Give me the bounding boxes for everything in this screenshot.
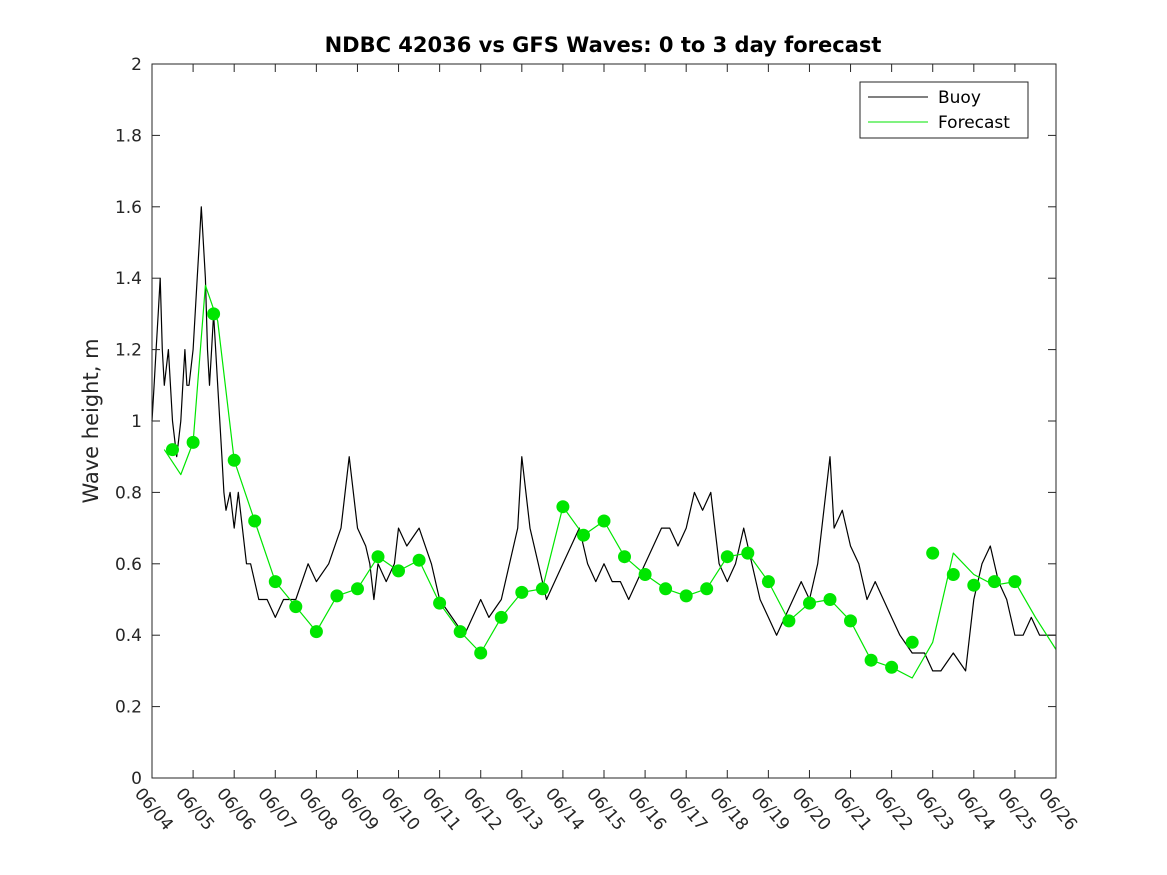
- y-tick-label: 1.8: [115, 126, 142, 146]
- forecast-marker: [1008, 575, 1022, 589]
- x-tick-label: 06/12: [459, 784, 506, 834]
- x-tick-label: 06/15: [582, 784, 629, 834]
- forecast-marker: [556, 500, 570, 514]
- y-tick-label: 0.4: [115, 626, 142, 646]
- forecast-marker: [433, 596, 447, 610]
- forecast-marker: [166, 443, 179, 457]
- y-tick-label: 0.2: [115, 698, 142, 718]
- forecast-marker: [679, 589, 693, 603]
- forecast-marker: [987, 575, 1001, 589]
- x-tick-label: 06/20: [788, 784, 835, 834]
- x-tick-label: 06/18: [705, 784, 752, 834]
- x-tick-label: 06/16: [623, 784, 670, 834]
- forecast-marker: [207, 307, 221, 321]
- forecast-marker: [864, 653, 878, 667]
- series-line-forecast: [163, 284, 1057, 679]
- y-tick-label: 1: [131, 412, 142, 432]
- forecast-marker: [371, 550, 385, 564]
- forecast-marker: [741, 546, 755, 560]
- legend: Buoy Forecast: [859, 81, 1029, 139]
- forecast-marker: [351, 582, 364, 596]
- x-tick-label: 06/07: [253, 784, 300, 834]
- x-tick-label: 06/17: [664, 784, 711, 834]
- forecast-marker: [186, 435, 200, 449]
- plot-background: [152, 64, 1056, 778]
- marker-layer: [166, 307, 1022, 674]
- forecast-marker: [905, 635, 919, 649]
- x-tick-label: 06/10: [377, 784, 424, 834]
- y-axis: 0 0.2 0.4 0.6 0.8 1 1.2 1.4 1.6 1.8 2: [115, 55, 1056, 789]
- forecast-marker: [618, 550, 631, 564]
- legend-buoy-label: Buoy: [938, 88, 981, 108]
- x-tick-label: 06/26: [1034, 784, 1081, 834]
- forecast-marker: [967, 578, 981, 592]
- forecast-marker: [474, 646, 488, 660]
- y-tick-label: 1.2: [115, 341, 142, 361]
- forecast-marker: [412, 553, 426, 567]
- x-tick-label: 06/19: [747, 784, 794, 834]
- forecast-marker: [885, 660, 899, 674]
- forecast-marker: [700, 582, 714, 596]
- x-tick-label: 06/04: [130, 784, 177, 834]
- series-line-buoy: [151, 206, 1056, 672]
- x-tick-label: 06/14: [541, 784, 588, 834]
- forecast-marker: [515, 585, 529, 599]
- x-tick-label: 06/08: [295, 784, 342, 834]
- y-tick-label: 0: [131, 769, 142, 789]
- forecast-marker: [782, 614, 796, 628]
- x-tick-label: 06/06: [212, 784, 259, 834]
- forecast-marker: [248, 514, 262, 528]
- x-tick-label: 06/22: [870, 784, 917, 834]
- x-tick-label: 06/24: [952, 784, 999, 834]
- forecast-marker: [638, 568, 652, 581]
- forecast-marker: [268, 575, 282, 589]
- forecast-marker: [227, 453, 241, 467]
- forecast-marker: [392, 564, 405, 578]
- forecast-marker: [926, 546, 940, 560]
- y-tick-label: 2: [131, 55, 142, 75]
- series-layer: [151, 206, 1057, 679]
- x-tick-label: 06/13: [500, 784, 547, 834]
- forecast-marker: [659, 582, 673, 596]
- forecast-marker: [823, 593, 837, 606]
- forecast-marker: [946, 568, 960, 581]
- forecast-marker: [597, 514, 611, 528]
- legend-box: [859, 81, 1029, 139]
- x-tick-label: 06/09: [336, 784, 383, 834]
- x-tick-label: 06/25: [993, 784, 1040, 834]
- forecast-marker: [844, 614, 857, 628]
- y-tick-label: 1.4: [115, 269, 142, 289]
- forecast-marker: [535, 582, 549, 596]
- forecast-marker: [803, 596, 816, 610]
- plot-area: [151, 63, 1057, 779]
- forecast-marker: [330, 589, 344, 603]
- y-tick-label: 0.6: [115, 555, 142, 575]
- y-axis-title: Wave height, m: [79, 338, 103, 503]
- forecast-marker: [494, 610, 508, 624]
- forecast-marker: [577, 528, 590, 542]
- forecast-marker: [720, 550, 734, 564]
- x-tick-label: 06/21: [829, 784, 876, 834]
- forecast-marker: [761, 575, 775, 589]
- forecast-marker: [309, 625, 323, 639]
- x-tick-label: 06/23: [911, 784, 958, 834]
- forecast-marker: [453, 625, 467, 639]
- legend-forecast-label: Forecast: [938, 113, 1010, 133]
- y-tick-label: 0.8: [115, 483, 142, 503]
- x-tick-label: 06/11: [418, 784, 465, 834]
- chart-title: NDBC 42036 vs GFS Waves: 0 to 3 day fore…: [325, 33, 882, 57]
- x-tick-label: 06/05: [171, 784, 218, 834]
- y-tick-label: 1.6: [115, 198, 142, 218]
- forecast-marker: [289, 600, 303, 614]
